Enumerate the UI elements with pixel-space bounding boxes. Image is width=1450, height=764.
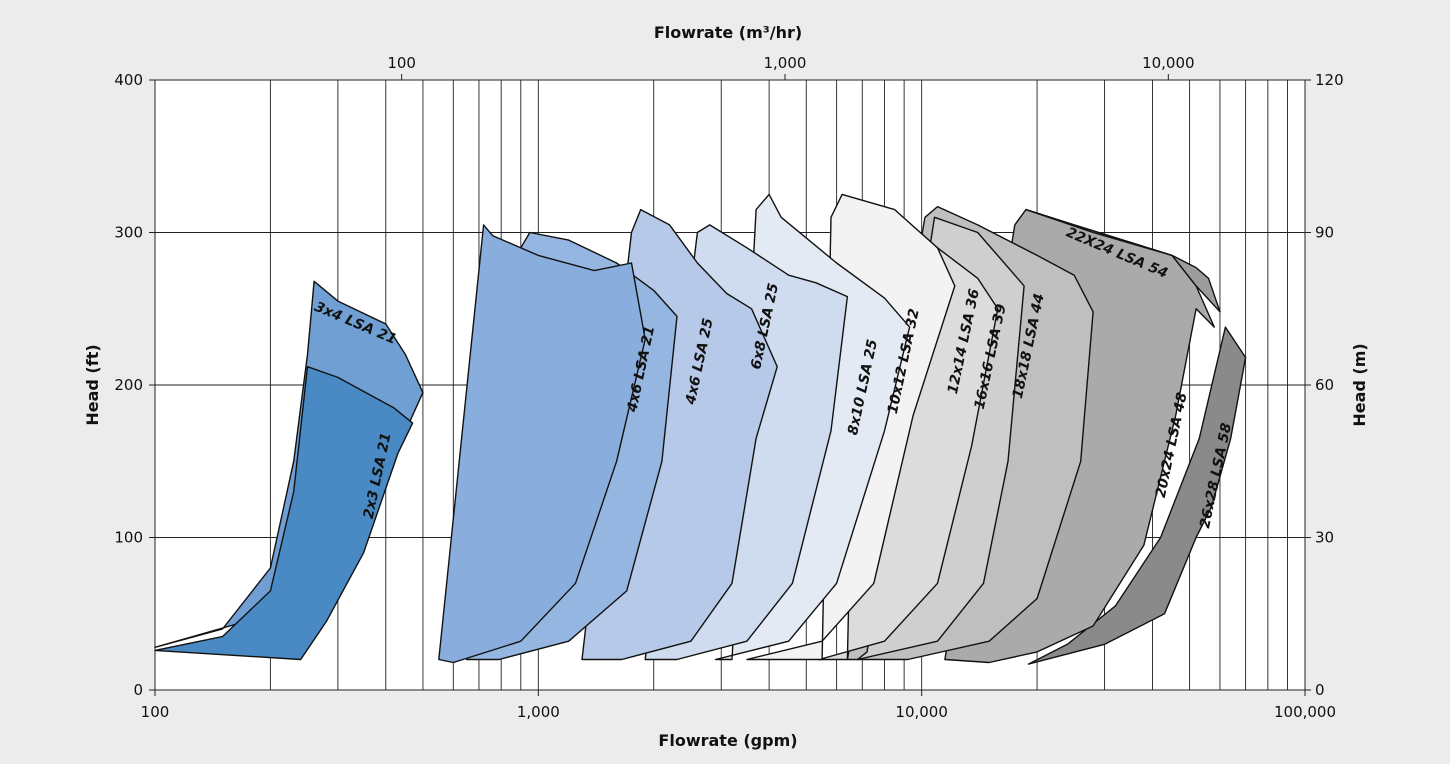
- y-tick-label-left: 200: [114, 376, 143, 394]
- x-tick-label-bottom: 10,000: [895, 703, 948, 721]
- x-tick-label-bottom: 100,000: [1274, 703, 1336, 721]
- y-tick-label-right: 120: [1315, 71, 1344, 89]
- y-tick-label-left: 100: [114, 529, 143, 547]
- x-axis-title-bottom: Flowrate (gpm): [658, 731, 797, 750]
- x-tick-label-top: 100: [387, 54, 416, 72]
- axis-ticks: 100 1,000 10,000 100,000 100 1,000 10,000 0 100 2…: [114, 54, 1343, 721]
- region-4x6-lsa-21-base: [438, 224, 646, 664]
- region-2x3-lsa-21: [154, 366, 414, 661]
- region-26x28-lsa-58: [1027, 326, 1247, 665]
- y-tick-label-left: 300: [114, 224, 143, 242]
- x-tick-label-bottom: 100: [141, 703, 170, 721]
- y-tick-label-left: 400: [114, 71, 143, 89]
- y-tick-label-right: 30: [1315, 529, 1334, 547]
- y-tick-label-right: 60: [1315, 376, 1334, 394]
- x-tick-label-top: 10,000: [1142, 54, 1195, 72]
- region-22x24-lsa-54: [1025, 208, 1221, 313]
- y-tick-label-right: 90: [1315, 224, 1334, 242]
- y-tick-label-left: 0: [133, 681, 143, 699]
- x-axis-title-top: Flowrate (m³/hr): [654, 23, 802, 42]
- y-axis-title-left: Head (ft): [83, 344, 102, 425]
- y-axis-title-right: Head (m): [1350, 343, 1369, 426]
- y-tick-label-right: 0: [1315, 681, 1325, 699]
- x-tick-label-top: 1,000: [764, 54, 807, 72]
- performance-regions: [154, 193, 1247, 665]
- x-tick-label-bottom: 1,000: [517, 703, 560, 721]
